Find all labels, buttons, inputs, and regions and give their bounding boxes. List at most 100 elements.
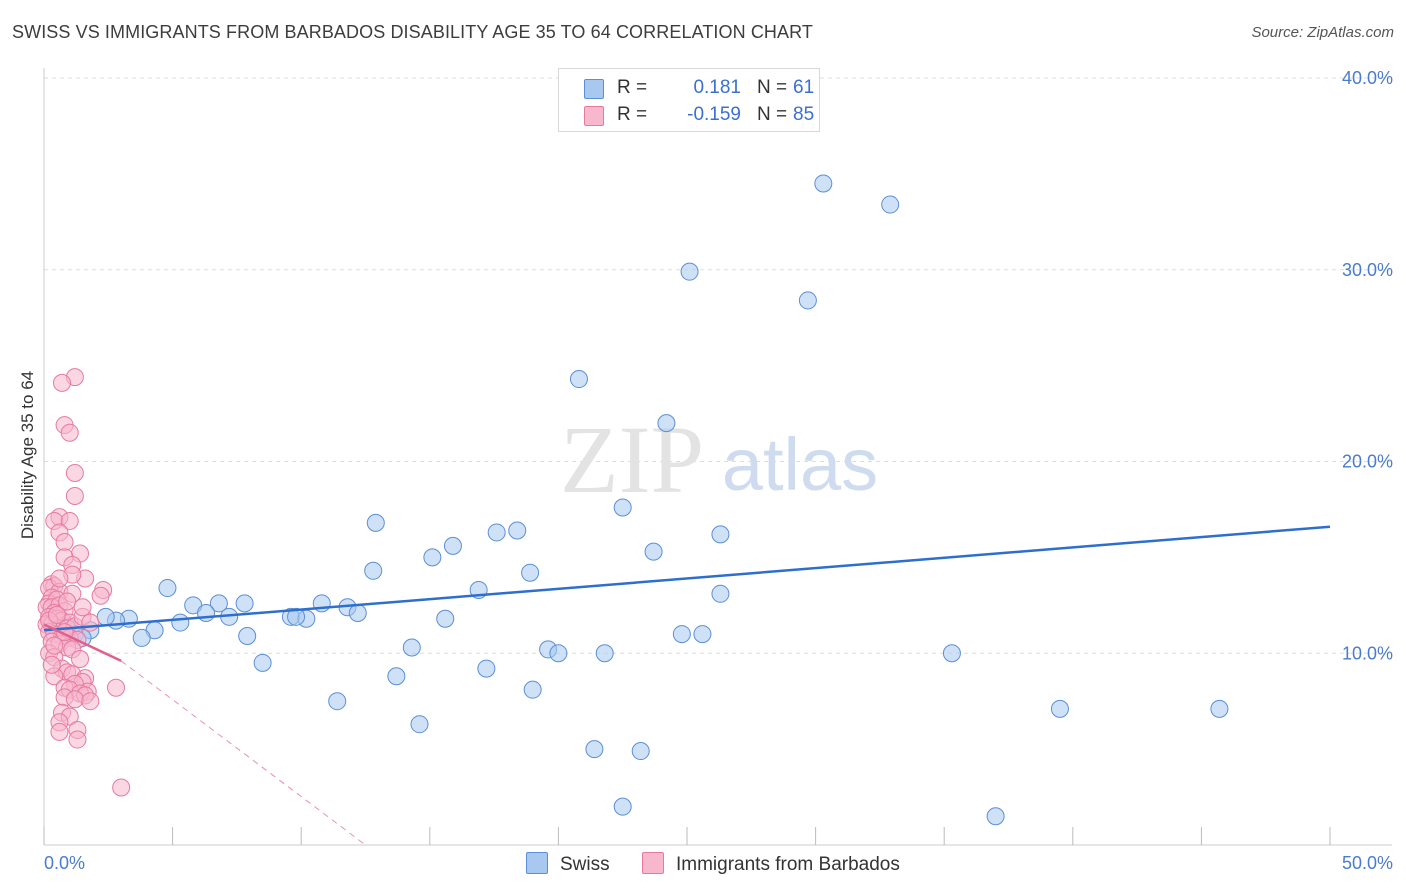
- barbados-point: [107, 678, 126, 697]
- swiss-point: [197, 603, 216, 622]
- barbados-point: [112, 778, 131, 797]
- swiss-point: [436, 609, 455, 628]
- swiss-point: [410, 715, 429, 734]
- trend-lines: [43, 525, 1331, 846]
- swiss-point: [814, 174, 833, 193]
- barbados-point: [45, 636, 64, 655]
- y-tick-label: 40.0%: [1342, 68, 1393, 88]
- y-tick-label: 30.0%: [1342, 260, 1393, 280]
- swiss-point: [644, 542, 663, 561]
- barbados-point: [71, 650, 90, 669]
- barbados-point: [65, 487, 84, 506]
- swiss-point: [364, 561, 383, 580]
- axes: [43, 68, 1392, 846]
- swiss-point: [693, 625, 712, 644]
- barbados-point: [91, 586, 110, 605]
- swiss-point: [942, 644, 961, 663]
- swiss-point: [798, 291, 817, 310]
- source-label: Source: ZipAtlas.com: [1251, 24, 1394, 41]
- swiss-point: [881, 195, 900, 214]
- swiss-point: [508, 521, 527, 540]
- watermark-zip: ZIP: [560, 406, 704, 513]
- legend-r-label: R =: [617, 104, 648, 125]
- y-tick-label: 20.0%: [1342, 452, 1393, 472]
- barbados-point: [60, 511, 79, 530]
- barbados-point: [81, 692, 100, 711]
- y-axis-title: Disability Age 35 to 64: [18, 371, 37, 539]
- barbados-point: [73, 598, 92, 617]
- bottom-legend-swatch-barbados: [642, 852, 664, 874]
- barbados-trend-extension: [120, 660, 366, 846]
- tick-labels: 10.0% 20.0% 30.0% 40.0% 0.0% 50.0%: [44, 68, 1393, 873]
- swiss-point: [487, 523, 506, 542]
- barbados-point: [65, 464, 84, 483]
- legend-r-value: -0.159: [687, 104, 741, 125]
- swiss-point: [328, 692, 347, 711]
- swiss-point: [711, 584, 730, 603]
- swiss-point: [569, 370, 588, 389]
- barbados-point: [60, 423, 79, 442]
- legend-n-label: N =: [757, 77, 788, 98]
- swiss-point: [680, 262, 699, 281]
- swiss-point: [235, 594, 254, 613]
- chart-title: SWISS VS IMMIGRANTS FROM BARBADOS DISABI…: [12, 22, 814, 42]
- swiss-point: [171, 613, 190, 632]
- swiss-point: [523, 680, 542, 699]
- legend-swatch-barbados: [584, 106, 604, 126]
- correlation-legend: R = 0.181 N = 61 R = -0.159 N = 85: [558, 68, 820, 132]
- bottom-legend-label-barbados: Immigrants from Barbados: [676, 854, 900, 875]
- bottom-legend-barbados: Immigrants from Barbados: [642, 852, 900, 876]
- swiss-point: [711, 525, 730, 544]
- barbados-point: [50, 722, 69, 741]
- barbados-point: [55, 533, 74, 552]
- swiss-point: [595, 644, 614, 663]
- swiss-point: [238, 626, 257, 645]
- legend-r-value: 0.181: [693, 77, 741, 98]
- bottom-legend-label-swiss: Swiss: [560, 854, 610, 875]
- swiss-point: [1210, 699, 1229, 718]
- swiss-point: [132, 628, 151, 647]
- swiss-point: [96, 607, 115, 626]
- x-tick-label: 0.0%: [44, 853, 85, 873]
- swiss-point: [366, 513, 385, 532]
- swiss-point: [986, 807, 1005, 826]
- swiss-point: [402, 638, 421, 657]
- swiss-point: [158, 579, 177, 598]
- bottom-legend-swiss: Swiss: [526, 852, 610, 876]
- barbados-point: [50, 569, 69, 588]
- barbados-point: [53, 373, 72, 392]
- y-tick-label: 10.0%: [1342, 643, 1393, 663]
- swiss-point: [209, 594, 228, 613]
- swiss-point: [423, 548, 442, 567]
- bottom-legend-swatch-swiss: [526, 852, 548, 874]
- barbados-point: [47, 605, 66, 624]
- swiss-point: [253, 653, 272, 672]
- x-tick-label: 50.0%: [1342, 853, 1393, 873]
- barbados-point: [42, 655, 61, 674]
- swiss-point: [477, 659, 496, 678]
- swiss-point: [613, 797, 632, 816]
- swiss-point: [585, 740, 604, 759]
- barbados-point: [58, 592, 77, 611]
- barbados-point: [81, 613, 100, 632]
- series-barbados: [37, 368, 131, 797]
- watermark: ZIP atlas: [560, 406, 878, 513]
- legend-n-value: 61: [793, 77, 815, 98]
- swiss-point: [672, 625, 691, 644]
- swiss-point: [549, 644, 568, 663]
- barbados-point: [65, 690, 84, 709]
- swiss-point: [348, 603, 367, 622]
- swiss-point: [521, 563, 540, 582]
- swiss-point: [287, 607, 306, 626]
- swiss-point: [387, 667, 406, 686]
- swiss-point: [443, 536, 462, 555]
- swiss-point: [1050, 699, 1069, 718]
- legend-n-value: 85: [793, 104, 815, 125]
- watermark-atlas: atlas: [722, 423, 878, 506]
- swiss-point: [657, 414, 676, 433]
- swiss-trend-line: [43, 525, 1331, 632]
- barbados-point: [68, 730, 87, 749]
- legend-n-label: N =: [757, 104, 788, 125]
- barbados-trend-line: [43, 623, 122, 663]
